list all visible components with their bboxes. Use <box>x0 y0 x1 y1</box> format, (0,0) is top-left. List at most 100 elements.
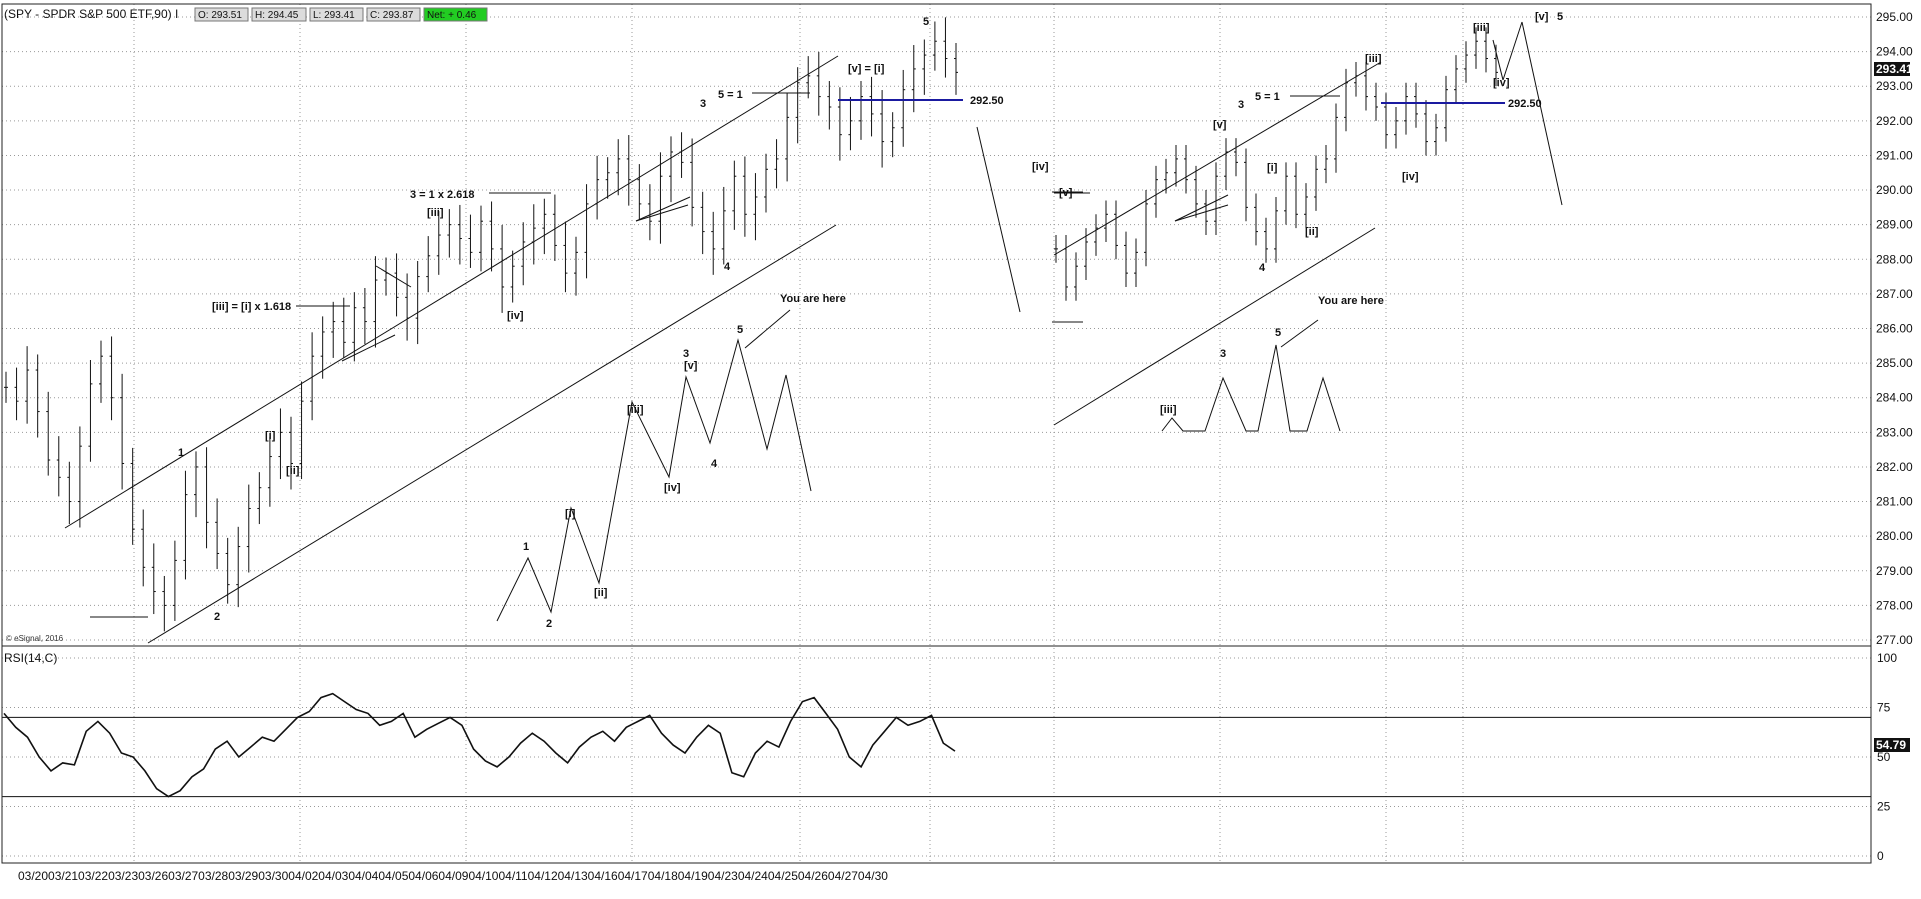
chart-title: (SPY - SPDR S&P 500 ETF,90) I <box>4 7 178 21</box>
y-tick-label: 292.00 <box>1876 114 1913 128</box>
annotation-lines <box>296 92 1340 307</box>
wave-label: 1 <box>523 541 529 553</box>
wave-label: 1 <box>178 447 184 459</box>
rsi-tick-label: 100 <box>1877 651 1897 665</box>
rsi-panel <box>1 645 1872 864</box>
channel-lines-left <box>64 55 1083 644</box>
wave-label: [iii] <box>427 207 444 219</box>
y-tick-label: 294.00 <box>1876 45 1913 59</box>
x-axis-labels: 03/2003/2103/2203/2303/2603/2703/2803/29… <box>18 869 888 883</box>
annotations: 5 = 1 [v] = [i] 3 = 1 x 2.618 [iii] = [i] x… <box>178 11 1563 630</box>
wave-label: 2 <box>214 611 220 623</box>
y-tick-label: 277.00 <box>1876 633 1913 647</box>
y-tick-label: 293.00 <box>1876 79 1913 93</box>
wave-label: 5 = 1 <box>1255 91 1280 103</box>
wave-label: 5 <box>737 324 743 336</box>
y-tick-label: 282.00 <box>1876 460 1913 474</box>
wave-label: [iii] <box>1160 404 1177 416</box>
wave-label: [iv] <box>664 482 681 494</box>
y-tick-label: 283.00 <box>1876 425 1913 439</box>
wave-label: 3 <box>700 98 706 110</box>
y-tick-label: 279.00 <box>1876 564 1913 578</box>
y-tick-label: 285.00 <box>1876 356 1913 370</box>
wave-label: 2 <box>546 618 552 630</box>
wave-label: [v] <box>1535 11 1549 23</box>
wave-label: [iv] <box>1493 77 1510 89</box>
price-y-axis: 295.00 294.00 293.00 292.00 291.00 290.00 289.… <box>1876 10 1913 647</box>
y-tick-label: 290.00 <box>1876 183 1913 197</box>
wave-label: [iv] <box>1402 171 1419 183</box>
wave-label: [ii] <box>286 465 300 477</box>
wave-label: [iv] <box>507 310 524 322</box>
wave-label: [iii] <box>627 404 644 416</box>
rsi-last-marker <box>1874 738 1910 752</box>
y-tick-label: 284.00 <box>1876 391 1913 405</box>
close-value: C: 293.87 <box>370 10 414 21</box>
level-label-right: 292.50 <box>1508 98 1542 110</box>
y-tick-label: 288.00 <box>1876 252 1913 266</box>
net-value: Net: + 0.46 <box>427 10 477 21</box>
wave-label: [iii] = [i] x 1.618 <box>212 301 291 313</box>
wave-label: 5 <box>1275 327 1281 339</box>
channel-lines-right <box>1053 21 1563 426</box>
y-tick-label: 295.00 <box>1876 10 1913 24</box>
y-tick-label: 289.00 <box>1876 218 1913 232</box>
wave-label: [i] <box>1267 162 1278 174</box>
open-value: O: 293.51 <box>198 10 242 21</box>
wave-label: [ii] <box>1305 226 1319 238</box>
wave-label: 3 <box>1238 99 1244 111</box>
triangle-lines <box>341 194 1229 362</box>
grid <box>1 4 1871 863</box>
wave-label: 5 <box>923 16 929 28</box>
wave-label: [v] <box>1059 187 1073 199</box>
projection-wave-left <box>496 338 812 622</box>
rsi-y-axis: 100 75 50 25 0 <box>1877 651 1897 863</box>
wave-label: [iv] <box>1032 161 1049 173</box>
wave-label: 4 <box>711 458 718 470</box>
wave-label: [i] <box>565 508 576 520</box>
wave-label: 3 <box>1220 348 1226 360</box>
last-price-value: 293.41 <box>1876 62 1913 76</box>
close-box <box>366 7 421 22</box>
wave-label: 4 <box>724 261 731 273</box>
net-box <box>423 7 488 22</box>
wave-label: You are here <box>780 293 846 305</box>
price-bars <box>4 17 1498 632</box>
wave-label: 4 <box>1259 262 1266 274</box>
wave-label: [v] <box>684 360 698 372</box>
wave-label: 5 = 1 <box>718 89 743 101</box>
rsi-line <box>3 692 956 798</box>
wave-label: 3 = 1 x 2.618 <box>410 189 475 201</box>
you-are-here-pointer-left <box>744 309 791 349</box>
wave-label: [ii] <box>594 587 608 599</box>
rsi-tick-label: 50 <box>1877 750 1891 764</box>
rsi-tick-label: 75 <box>1877 701 1891 715</box>
wave-label: 3 <box>683 348 689 360</box>
y-tick-label: 280.00 <box>1876 529 1913 543</box>
y-tick-label: 291.00 <box>1876 148 1913 162</box>
rsi-series <box>3 692 956 798</box>
wave-label: [v] <box>1213 119 1227 131</box>
wave-label: [v] = [i] <box>848 63 885 75</box>
y-tick-label: 278.00 <box>1876 598 1913 612</box>
y-tick-label: 281.00 <box>1876 495 1913 509</box>
wave-label: [iii] <box>1365 53 1382 65</box>
y-tick-label: 286.00 <box>1876 322 1913 336</box>
high-box <box>251 7 307 22</box>
rsi-tick-label: 25 <box>1877 800 1891 814</box>
y-tick-label: 287.00 <box>1876 287 1913 301</box>
level-label-left: 292.50 <box>970 95 1004 107</box>
projection-wave-right <box>1161 344 1341 432</box>
high-value: H: 294.45 <box>255 10 299 21</box>
low-value: L: 293.41 <box>313 10 355 21</box>
open-box <box>194 7 249 22</box>
last-price-marker <box>1874 62 1910 76</box>
wave-label: [iii] <box>1473 22 1490 34</box>
rsi-tick-label: 0 <box>1877 849 1884 863</box>
rsi-title: RSI(14,C) <box>4 651 57 665</box>
wave-label: You are here <box>1318 295 1384 307</box>
you-are-here-pointer-right <box>1280 319 1319 348</box>
low-box <box>309 7 364 22</box>
